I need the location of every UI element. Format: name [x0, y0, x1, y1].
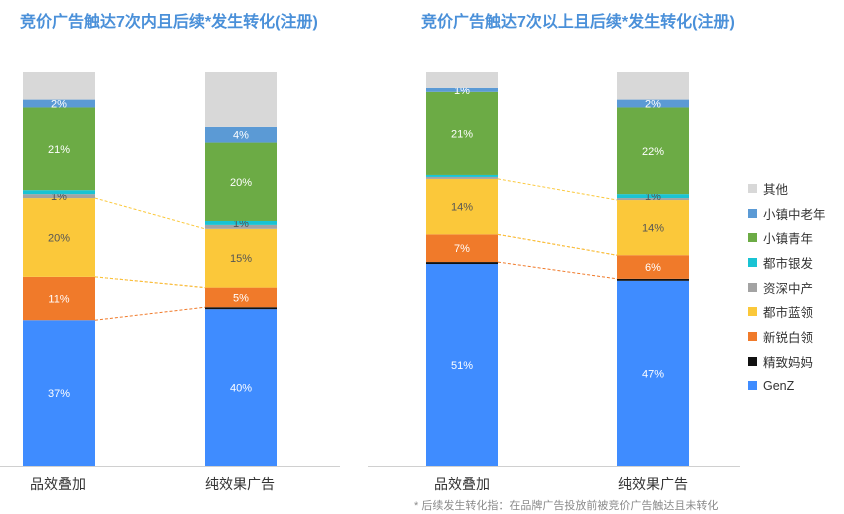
legend-item: 小镇青年 — [748, 225, 826, 250]
data-label: 20% — [230, 177, 252, 189]
legend-swatch — [748, 233, 757, 243]
bar-segment — [617, 107, 689, 195]
legend-label: 新锐白领 — [763, 330, 814, 345]
bar-segment — [23, 198, 95, 277]
data-label: 14% — [451, 202, 473, 214]
category-label: 纯效果广告 — [618, 476, 688, 492]
bar-segment — [205, 309, 277, 466]
bar-segment — [426, 91, 498, 175]
connector-line — [94, 306, 206, 321]
connector-line — [497, 233, 618, 256]
bar-segment — [205, 126, 277, 143]
bar-segment — [617, 278, 689, 281]
data-label: 47% — [642, 368, 664, 380]
data-label: 20% — [48, 232, 70, 244]
data-label: 22% — [642, 146, 664, 158]
bar-segment — [205, 287, 277, 308]
legend-swatch — [748, 356, 757, 366]
data-label: 21% — [48, 144, 70, 156]
legend-swatch — [748, 331, 757, 341]
bar-segment — [205, 224, 277, 229]
legend-label: GenZ — [763, 378, 795, 393]
legend-label: 小镇青年 — [763, 232, 814, 247]
data-label: 37% — [48, 388, 70, 400]
bar-segment — [23, 276, 95, 321]
legend-item: 小镇中老年 — [748, 201, 826, 226]
bar-segment — [23, 72, 95, 100]
bar-segment — [426, 234, 498, 263]
bar-segment — [617, 200, 689, 256]
data-label: 2% — [51, 99, 67, 111]
bar-segment — [23, 107, 95, 191]
bar-segment — [617, 255, 689, 279]
bar-segment — [426, 176, 498, 179]
legend-swatch — [748, 282, 757, 292]
legend-label: 都市蓝领 — [763, 306, 814, 321]
bar-segment — [426, 262, 498, 265]
bar-segment — [426, 174, 498, 177]
bar-segment — [426, 264, 498, 466]
bar-segment — [23, 320, 95, 466]
bar-segment — [23, 194, 95, 199]
legend-label: 其他 — [763, 182, 789, 197]
bar-segment — [617, 198, 689, 201]
bar-segment — [205, 307, 277, 310]
data-label: 11% — [48, 294, 69, 306]
legend-label: 都市银发 — [763, 256, 814, 271]
bar-segment — [617, 280, 689, 466]
data-label: 5% — [233, 292, 249, 304]
data-label: 7% — [454, 243, 470, 255]
legend-label: 精致妈妈 — [763, 355, 814, 370]
bar-segment — [426, 87, 498, 92]
connector-line — [94, 197, 206, 230]
data-label: 14% — [642, 223, 664, 235]
chart-legend: 其他小镇中老年小镇青年都市银发资深中产都市蓝领新锐白领精致妈妈 GenZ — [748, 176, 826, 398]
legend-swatch — [748, 381, 757, 391]
bar-segment — [617, 99, 689, 108]
connector-line — [497, 261, 618, 280]
footnote: * 后续发生转化指：在品牌广告投放前被竞价广告触达且未转化 — [414, 500, 719, 512]
legend-item: 新锐白领 — [748, 324, 826, 349]
bar-segment — [205, 142, 277, 221]
category-label: 品效叠加 — [434, 476, 490, 492]
legend-swatch — [748, 257, 757, 267]
legend-swatch — [748, 183, 757, 193]
data-label: 21% — [451, 128, 473, 140]
category-label: 品效叠加 — [30, 476, 86, 492]
bar-segment — [23, 99, 95, 108]
legend-swatch — [748, 208, 757, 218]
data-label: 51% — [451, 360, 473, 372]
data-label: 40% — [230, 383, 252, 395]
bar-segment — [426, 72, 498, 88]
bar-segment — [426, 178, 498, 235]
bar-segment — [205, 228, 277, 288]
legend-item: 都市蓝领 — [748, 299, 826, 324]
legend-item: 都市银发 — [748, 250, 826, 275]
bar-segment — [617, 72, 689, 100]
chart-title-left: 竞价广告触达7次内且后续*发生转化(注册) — [20, 14, 318, 31]
data-label: 4% — [233, 130, 249, 142]
connector-line — [497, 178, 618, 201]
legend-item: 其他 — [748, 176, 826, 201]
legend-label: 小镇中老年 — [763, 207, 826, 222]
data-label: 6% — [645, 262, 661, 274]
legend-item: GenZ — [748, 374, 826, 399]
data-label: 15% — [230, 253, 252, 265]
connector-line — [94, 276, 206, 289]
bar-segment — [617, 194, 689, 199]
bar-segment — [23, 190, 95, 195]
category-label: 纯效果广告 — [205, 476, 275, 492]
data-label: 2% — [645, 99, 661, 111]
legend-label: 资深中产 — [763, 281, 814, 296]
legend-item: 精致妈妈 — [748, 349, 826, 374]
legend-item: 资深中产 — [748, 275, 826, 300]
chart-title-right: 竞价广告触达7次以上且后续*发生转化(注册) — [421, 14, 735, 31]
bar-segment — [205, 72, 277, 127]
bar-segment — [205, 220, 277, 225]
legend-swatch — [748, 307, 757, 317]
